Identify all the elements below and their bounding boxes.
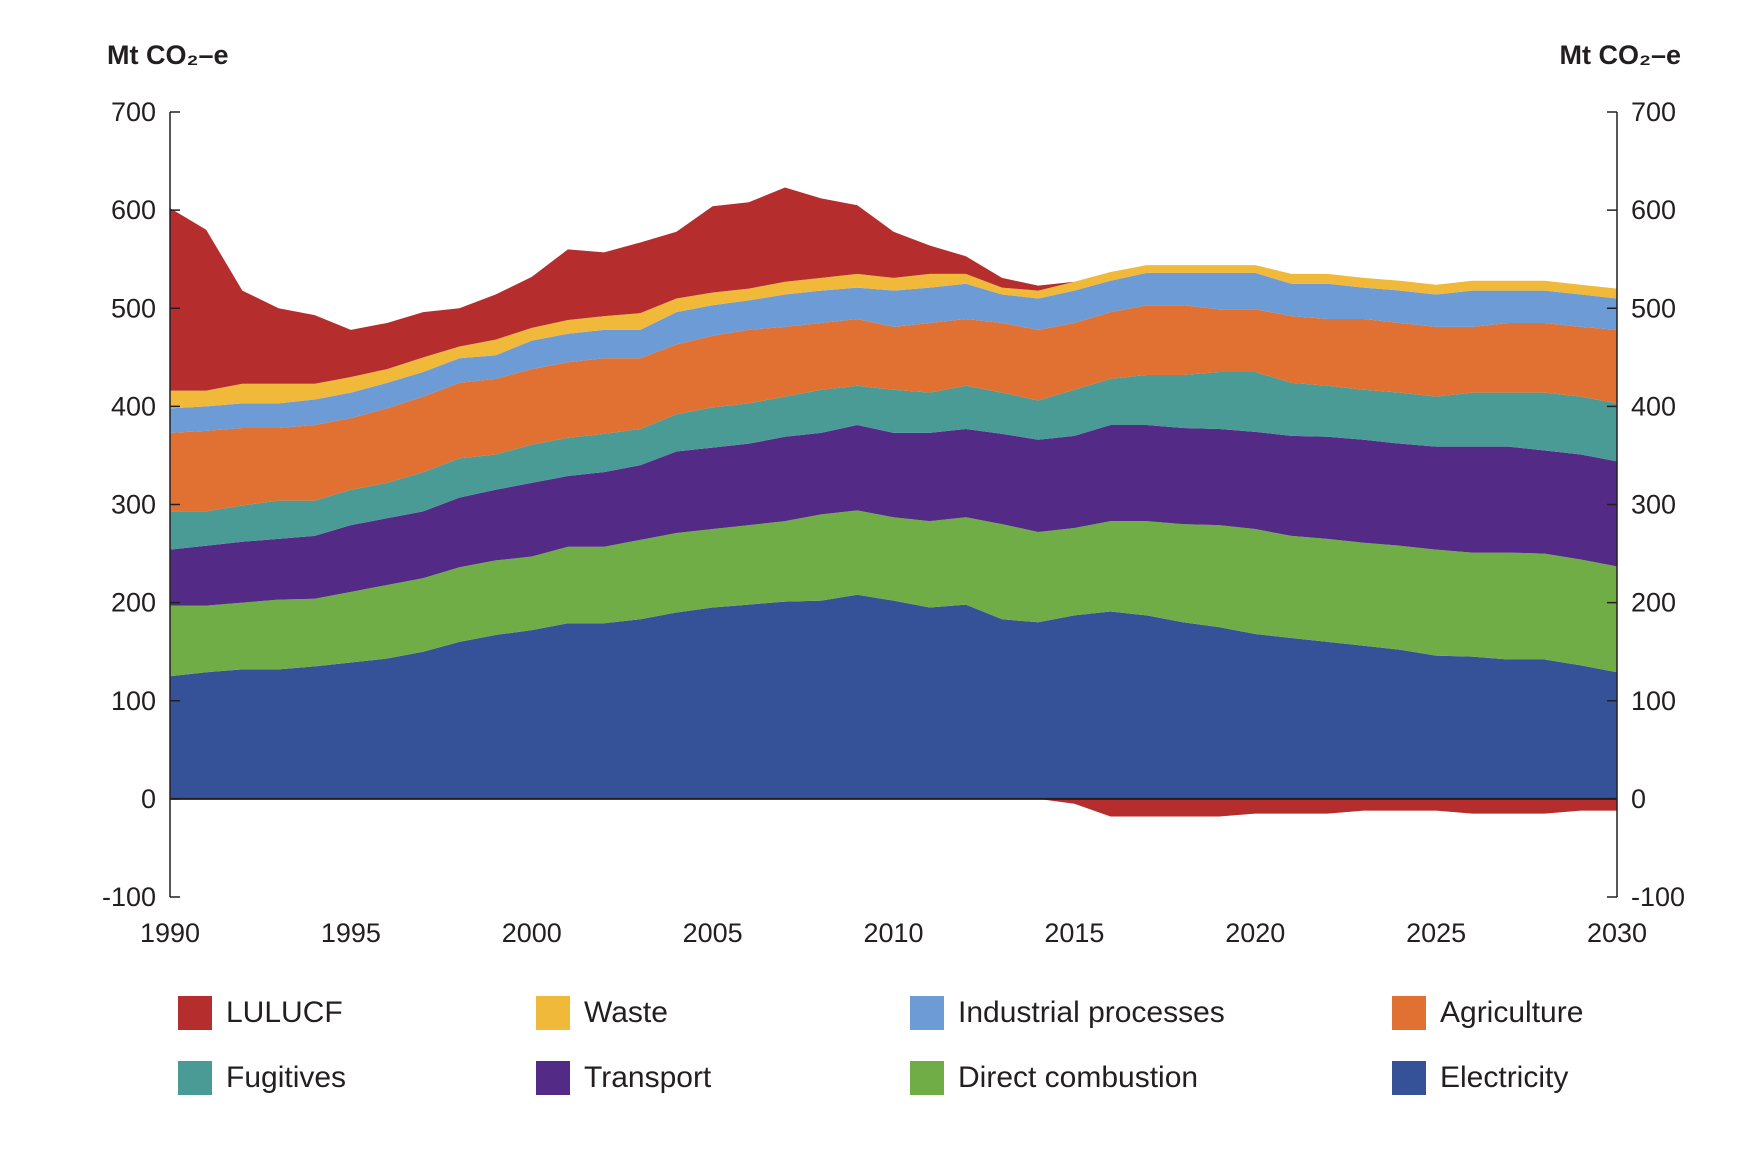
y-tick-label-right: 600 — [1631, 195, 1676, 225]
x-tick-label: 2020 — [1225, 918, 1285, 948]
area-waste — [170, 265, 1617, 409]
x-tick-label: 2000 — [502, 918, 562, 948]
x-tick-label: 2025 — [1406, 918, 1466, 948]
y-tick-label-right: 0 — [1631, 784, 1646, 814]
y-tick-label-right: 200 — [1631, 588, 1676, 618]
right-axis-unit-label: Mt CO₂–e — [1559, 40, 1681, 70]
area-direct-combustion — [170, 510, 1617, 677]
y-tick-label-right: 500 — [1631, 293, 1676, 323]
y-tick-label-left: 300 — [111, 490, 156, 520]
y-tick-label-left: 600 — [111, 195, 156, 225]
y-tick-label-left: 400 — [111, 391, 156, 421]
x-tick-label: 1995 — [321, 918, 381, 948]
x-tick-label: 1990 — [140, 918, 200, 948]
x-tick-label: 2015 — [1044, 918, 1104, 948]
y-tick-label-left: 100 — [111, 686, 156, 716]
x-tick-label: 2010 — [863, 918, 923, 948]
area-agriculture — [170, 305, 1617, 512]
y-tick-label-left: 500 — [111, 293, 156, 323]
y-tick-label-left: 700 — [111, 97, 156, 127]
area-fugitives — [170, 372, 1617, 550]
y-tick-label-left: 0 — [141, 784, 156, 814]
y-tick-label-right: 400 — [1631, 391, 1676, 421]
y-tick-label-right: 700 — [1631, 97, 1676, 127]
area-lulucf — [170, 187, 1617, 391]
y-tick-label-right: -100 — [1631, 882, 1685, 912]
area-transport — [170, 425, 1617, 606]
y-tick-label-left: 200 — [111, 588, 156, 618]
y-tick-label-right: 300 — [1631, 490, 1676, 520]
area-electricity — [170, 594, 1617, 799]
left-axis-unit-label: Mt CO₂–e — [107, 40, 229, 70]
y-tick-label-left: -100 — [102, 882, 156, 912]
area-industrial-processes — [170, 272, 1617, 433]
x-tick-label: 2005 — [683, 918, 743, 948]
x-tick-label: 2030 — [1587, 918, 1647, 948]
area-lulucf-negative — [170, 798, 1617, 817]
y-tick-label-right: 100 — [1631, 686, 1676, 716]
